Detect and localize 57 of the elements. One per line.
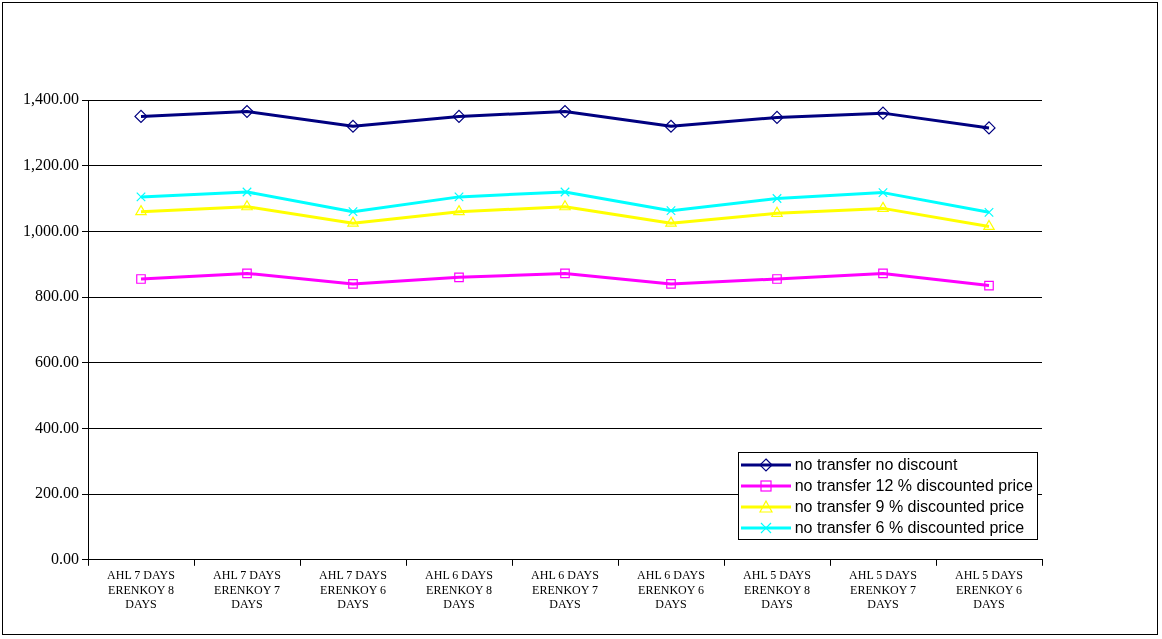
point: [242, 187, 252, 197]
point: [136, 274, 146, 284]
point: [560, 187, 570, 197]
point: [984, 280, 994, 291]
x-tick-label: AHL 7 DAYS ERENKOY 6 DAYS: [319, 568, 387, 611]
y-tick-label: 200.00: [35, 484, 79, 502]
x-tick-label: AHL 7 DAYS ERENKOY 7 DAYS: [213, 568, 281, 611]
point: [241, 200, 253, 211]
point: [454, 192, 464, 202]
point: [452, 109, 466, 124]
point: [982, 121, 996, 135]
point: [135, 205, 147, 216]
point: [877, 201, 889, 212]
point: [348, 279, 358, 289]
legend-label: no transfer 12 % discounted price: [794, 476, 1033, 495]
y-tick-label: 400.00: [35, 418, 79, 436]
point: [878, 268, 888, 279]
point: [664, 119, 678, 133]
point: [559, 200, 571, 211]
point: [242, 268, 252, 279]
point: [558, 104, 572, 119]
point: [876, 106, 890, 120]
point: [984, 207, 994, 218]
y-tick-label: 800.00: [35, 287, 79, 305]
point: [983, 219, 995, 231]
point: [878, 187, 888, 198]
point: [772, 274, 782, 284]
x-tick-label: AHL 7 DAYS ERENKOY 8 DAYS: [107, 568, 175, 611]
point: [666, 205, 676, 216]
point: [771, 206, 783, 217]
point: [134, 109, 148, 124]
y-tick-label: 0.00: [51, 550, 79, 567]
legend-label: no transfer 9 % discounted price: [794, 497, 1025, 516]
x-tick-label: AHL 6 DAYS ERENKOY 8 DAYS: [425, 568, 493, 611]
point: [348, 206, 358, 217]
point: [136, 192, 146, 202]
point: [560, 268, 570, 279]
legend-label: no transfer 6 % discounted price: [794, 518, 1025, 537]
y-tick-label: 1,200.00: [23, 155, 79, 173]
y-tick-label: 1,400.00: [23, 90, 79, 108]
point: [240, 104, 254, 119]
point: [454, 272, 464, 283]
x-tick-label: AHL 6 DAYS ERENKOY 6 DAYS: [637, 568, 705, 611]
y-tick-label: 1,000.00: [23, 221, 79, 239]
point: [346, 119, 360, 133]
x-tick-label: AHL 5 DAYS ERENKOY 8 DAYS: [743, 568, 811, 611]
point: [453, 205, 465, 216]
point: [665, 216, 677, 227]
point: [772, 193, 782, 204]
point: [666, 279, 676, 289]
x-tick-label: AHL 5 DAYS ERENKOY 6 DAYS: [955, 568, 1023, 611]
x-tick-label: AHL 5 DAYS ERENKOY 7 DAYS: [849, 568, 917, 611]
point: [347, 216, 359, 227]
legend-label: no transfer no discount: [794, 455, 958, 474]
point: [770, 110, 784, 125]
x-tick-label: AHL 6 DAYS ERENKOY 7 DAYS: [531, 568, 599, 611]
y-tick-label: 600.00: [35, 352, 79, 370]
